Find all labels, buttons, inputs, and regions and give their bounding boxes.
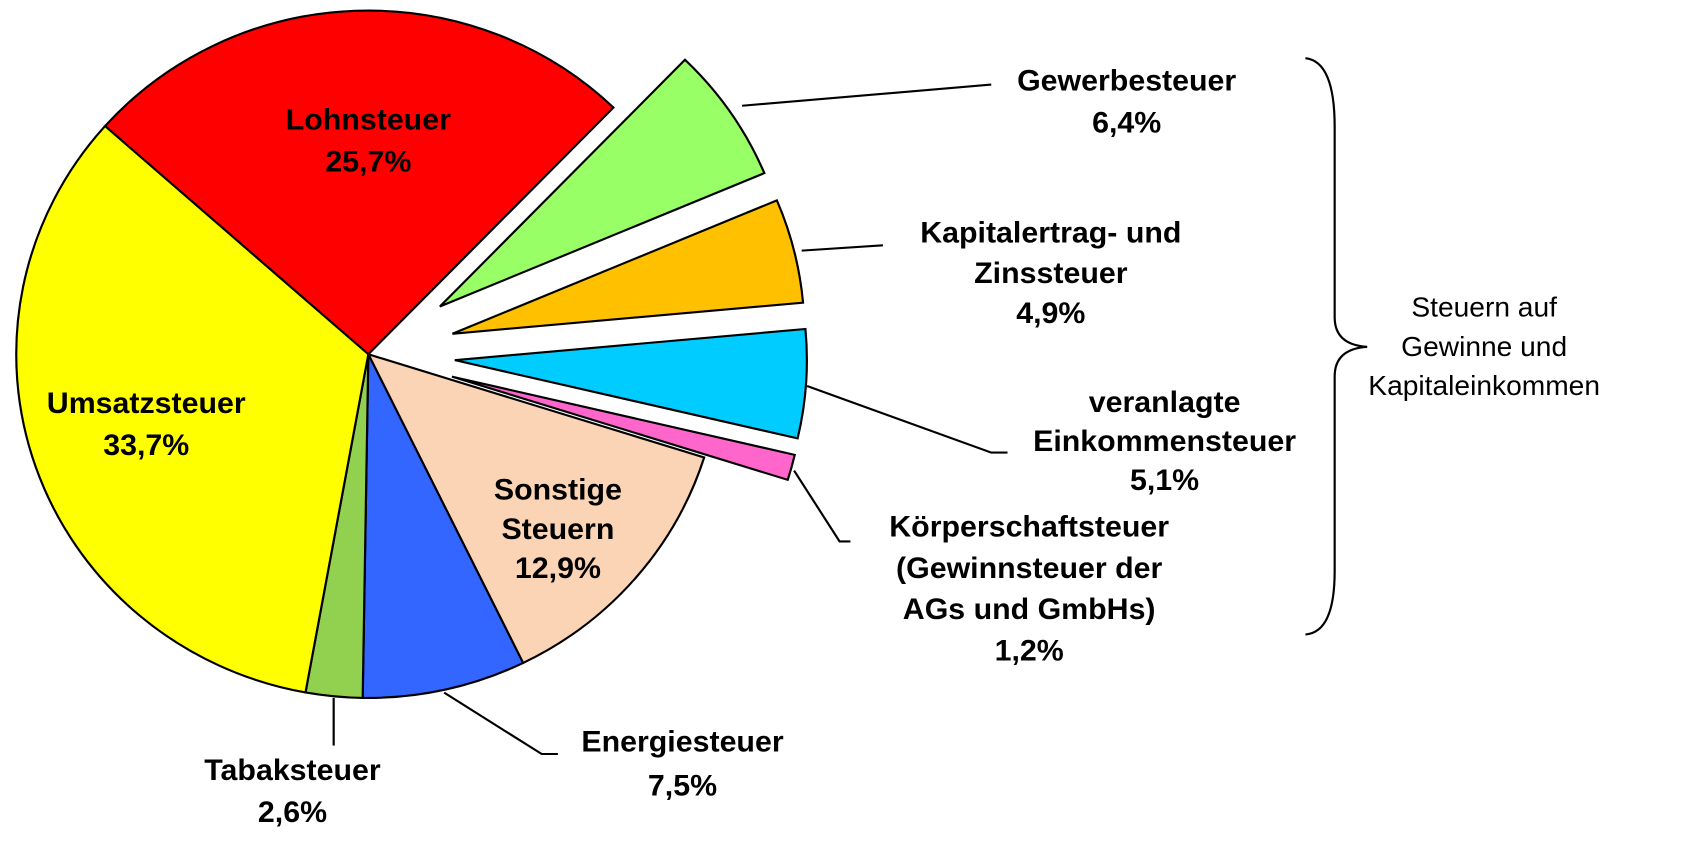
pie-slice [454, 327, 808, 440]
annotation: Steuern auf Gewinne und Kapitaleinkommen [1368, 292, 1600, 401]
value-label: 25,7% [325, 146, 411, 179]
value-label: 33,7% [103, 429, 189, 462]
slice-label: Körperschaftsteuer (Gewinnsteuer der AGs u… [889, 511, 1169, 626]
slice-label: Sonstige Steuern [494, 474, 622, 546]
slice-label: Umsatzsteuer [47, 387, 246, 420]
pie-slice [451, 375, 797, 482]
slice-label: veranlagte Einkommensteuer [1033, 386, 1296, 458]
leader-line [443, 691, 558, 756]
slice-label: Tabaksteuer [204, 754, 381, 787]
slice-label: Energiesteuer [581, 726, 784, 759]
leader-line [741, 83, 992, 107]
pie-slice [361, 353, 525, 699]
value-label: 5,1% [1130, 464, 1199, 497]
value-label: 12,9% [515, 552, 601, 585]
value-label: 6,4% [1092, 107, 1161, 140]
leader-line [801, 244, 883, 252]
leader-line [793, 470, 851, 543]
pie-slice [439, 58, 766, 308]
brace [1305, 57, 1368, 636]
value-label: 7,5% [648, 770, 717, 803]
pie-slice [15, 124, 370, 694]
leader-line [806, 384, 1008, 454]
slice-label: Kapitalertrag- und Zinssteuer [920, 217, 1181, 290]
value-label: 2,6% [258, 796, 327, 829]
slice-label: Gewerbesteuer [1017, 65, 1236, 98]
pie-slice [451, 198, 805, 335]
value-label: 4,9% [1016, 297, 1085, 330]
pie-slice [366, 352, 706, 665]
slice-label: Lohnsteuer [286, 104, 451, 137]
value-label: 1,2% [995, 635, 1064, 668]
pie-slice [103, 9, 615, 356]
